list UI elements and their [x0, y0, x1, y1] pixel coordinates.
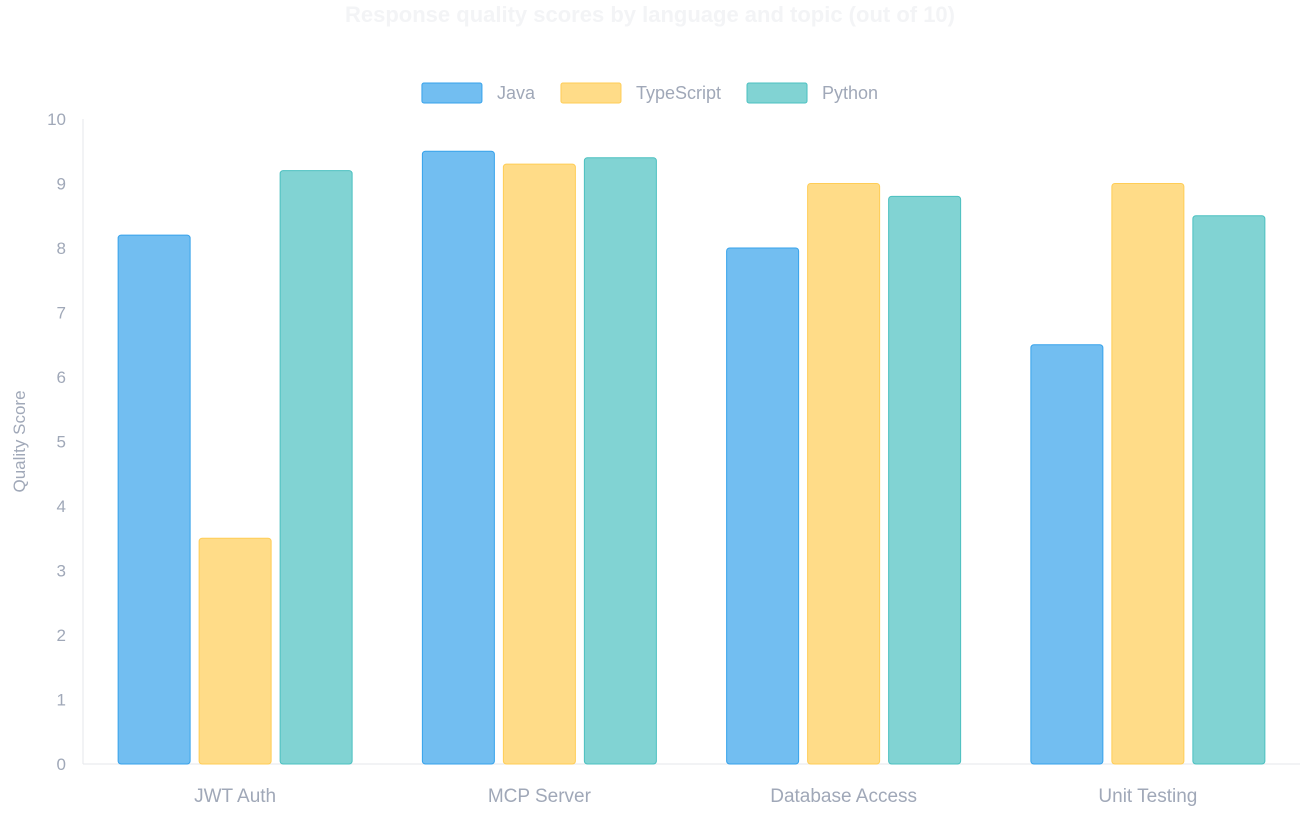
legend-swatch [746, 82, 808, 104]
chart-title: Response quality scores by language and … [345, 2, 955, 27]
x-tick-label: JWT Auth [194, 786, 276, 807]
x-tick-label: Database Access [770, 786, 917, 807]
bar-python-3[interactable] [888, 195, 962, 765]
bar-python-2[interactable] [583, 157, 657, 765]
y-tick-label: 7 [57, 304, 66, 323]
y-axis: 0 1 2 3 4 5 6 7 8 9 10 Quality Score [10, 110, 84, 774]
legend-item-python[interactable]: Python [746, 82, 878, 104]
legend-label: Java [497, 83, 536, 103]
bar-java-4[interactable] [1030, 344, 1104, 765]
y-tick-label: 2 [57, 626, 66, 645]
bar-typescript-2[interactable] [502, 163, 576, 765]
legend-item-typescript[interactable]: TypeScript [560, 82, 721, 104]
bar-python-1[interactable] [279, 170, 353, 765]
legend: Java TypeScript Python [421, 82, 878, 104]
bar-typescript-1[interactable] [198, 537, 272, 765]
x-tick-label: MCP Server [488, 786, 592, 807]
bar-java-2[interactable] [421, 150, 495, 765]
y-tick-label: 10 [47, 110, 66, 129]
y-tick-label: 1 [57, 691, 66, 710]
legend-item-java[interactable]: Java [421, 82, 536, 104]
y-tick-label: 9 [57, 175, 66, 194]
y-tick-label: 0 [57, 755, 66, 774]
bar-typescript-4[interactable] [1111, 183, 1185, 765]
y-tick-label: 3 [57, 562, 66, 581]
y-tick-label: 5 [57, 433, 66, 452]
y-tick-label: 4 [57, 497, 66, 516]
legend-swatch [560, 82, 622, 104]
y-axis-label: Quality Score [10, 390, 29, 492]
bar-java-3[interactable] [726, 247, 800, 765]
legend-label: TypeScript [636, 83, 721, 103]
legend-swatch [421, 82, 483, 104]
x-tick-label: Unit Testing [1098, 786, 1197, 807]
bar-typescript-3[interactable] [807, 183, 881, 765]
bar-java-1[interactable] [117, 234, 191, 765]
bars [117, 150, 1266, 765]
x-axis: JWT Auth MCP Server Database Access Unit Te… [83, 763, 1300, 807]
bar-python-4[interactable] [1192, 215, 1266, 765]
y-tick-label: 8 [57, 239, 66, 258]
y-tick-label: 6 [57, 368, 66, 387]
legend-label: Python [822, 83, 878, 103]
